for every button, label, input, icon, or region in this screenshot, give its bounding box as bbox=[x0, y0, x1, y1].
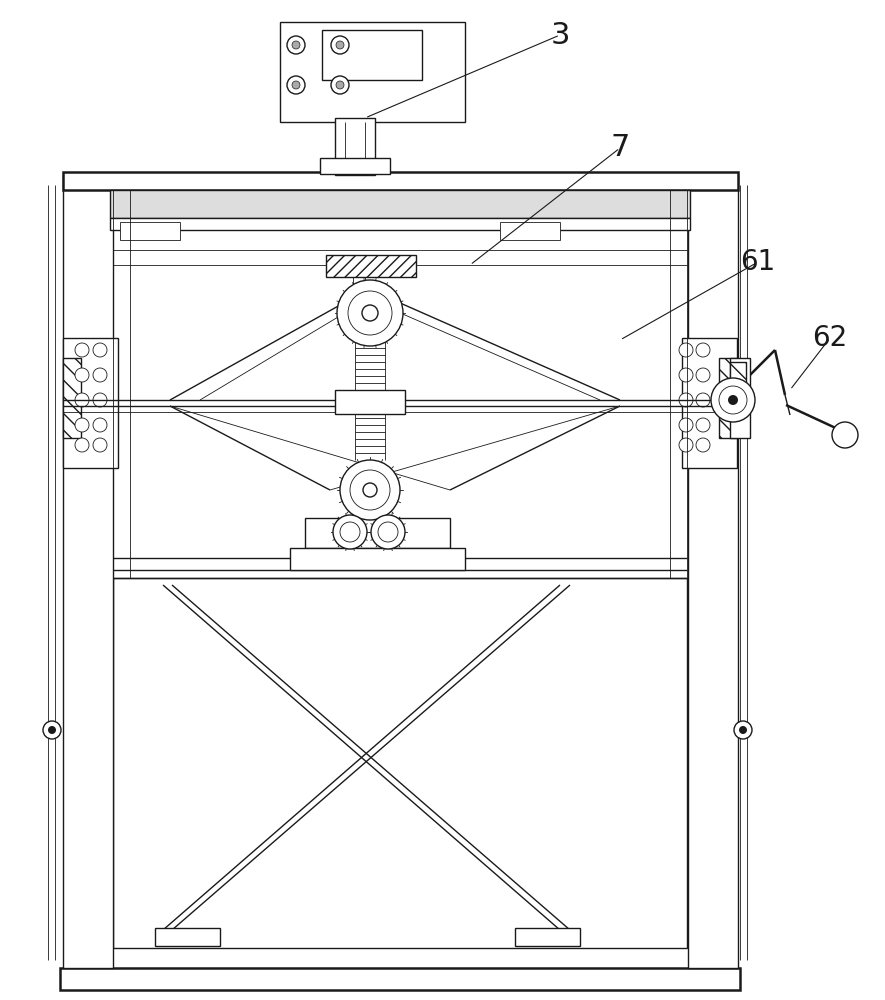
Circle shape bbox=[93, 393, 107, 407]
Circle shape bbox=[696, 438, 710, 452]
Circle shape bbox=[340, 460, 400, 520]
Circle shape bbox=[832, 422, 858, 448]
Text: 7: 7 bbox=[611, 133, 630, 162]
Circle shape bbox=[679, 368, 693, 382]
Circle shape bbox=[48, 726, 56, 734]
Circle shape bbox=[337, 280, 403, 346]
Bar bbox=[730, 362, 746, 392]
Circle shape bbox=[292, 41, 300, 49]
Text: 62: 62 bbox=[812, 324, 848, 352]
Bar bbox=[322, 30, 422, 80]
Circle shape bbox=[350, 470, 390, 510]
Circle shape bbox=[348, 291, 392, 335]
Circle shape bbox=[340, 522, 360, 542]
Bar bbox=[682, 338, 737, 468]
Circle shape bbox=[679, 418, 693, 432]
Circle shape bbox=[696, 418, 710, 432]
Circle shape bbox=[336, 41, 344, 49]
Circle shape bbox=[93, 418, 107, 432]
Circle shape bbox=[292, 81, 300, 89]
Circle shape bbox=[363, 483, 377, 497]
Bar bbox=[280, 22, 465, 122]
Circle shape bbox=[719, 386, 747, 414]
Circle shape bbox=[93, 343, 107, 357]
Circle shape bbox=[43, 721, 61, 739]
Bar bbox=[63, 338, 118, 468]
Bar bbox=[326, 255, 416, 277]
Bar bbox=[719, 358, 737, 438]
Circle shape bbox=[93, 438, 107, 452]
Bar bbox=[110, 190, 690, 218]
Bar bbox=[60, 968, 740, 990]
Bar bbox=[113, 578, 687, 948]
Circle shape bbox=[93, 368, 107, 382]
Bar bbox=[515, 928, 580, 946]
Circle shape bbox=[75, 368, 89, 382]
Bar bbox=[63, 358, 81, 438]
Circle shape bbox=[728, 395, 738, 405]
Bar bbox=[305, 518, 450, 548]
Circle shape bbox=[696, 343, 710, 357]
Bar bbox=[320, 158, 390, 174]
Circle shape bbox=[331, 36, 349, 54]
Circle shape bbox=[75, 438, 89, 452]
Circle shape bbox=[333, 515, 367, 549]
Bar bbox=[335, 118, 375, 175]
Circle shape bbox=[287, 76, 305, 94]
Circle shape bbox=[696, 393, 710, 407]
Text: 3: 3 bbox=[550, 20, 570, 49]
Circle shape bbox=[75, 343, 89, 357]
Circle shape bbox=[739, 726, 747, 734]
Circle shape bbox=[679, 393, 693, 407]
Bar bbox=[500, 222, 560, 240]
Circle shape bbox=[378, 522, 398, 542]
Bar bbox=[110, 218, 690, 230]
Circle shape bbox=[287, 36, 305, 54]
Bar bbox=[290, 548, 465, 570]
Bar bbox=[730, 358, 750, 438]
Circle shape bbox=[75, 418, 89, 432]
Bar bbox=[155, 928, 220, 946]
Circle shape bbox=[734, 721, 752, 739]
Text: 61: 61 bbox=[741, 248, 775, 276]
Bar bbox=[335, 390, 405, 414]
Circle shape bbox=[679, 438, 693, 452]
Circle shape bbox=[336, 81, 344, 89]
Circle shape bbox=[331, 76, 349, 94]
Polygon shape bbox=[345, 392, 395, 408]
Circle shape bbox=[362, 305, 378, 321]
Circle shape bbox=[371, 515, 405, 549]
Circle shape bbox=[711, 378, 755, 422]
Circle shape bbox=[679, 343, 693, 357]
Bar bbox=[63, 175, 113, 968]
Bar bbox=[63, 172, 738, 190]
Circle shape bbox=[696, 368, 710, 382]
Circle shape bbox=[75, 393, 89, 407]
Bar bbox=[120, 222, 180, 240]
Bar bbox=[353, 275, 365, 290]
Bar bbox=[110, 190, 690, 580]
Bar bbox=[688, 175, 738, 968]
